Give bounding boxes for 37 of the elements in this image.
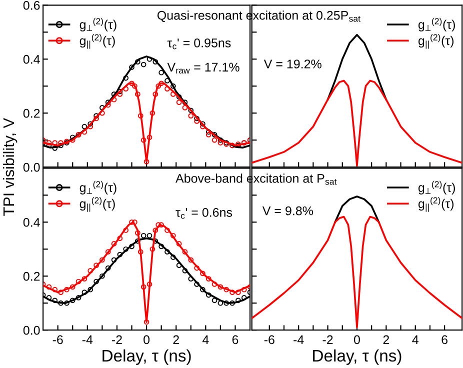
x-tick-label: 2 <box>383 335 390 344</box>
x-tick-label: -6 <box>264 335 274 344</box>
annotation: τ$_{c}$' = 0.6ns <box>176 208 232 219</box>
x-tick-label: -4 <box>82 335 93 344</box>
x-tick-label: 0 <box>354 335 360 344</box>
y-tick-label: 0.0 <box>23 326 40 335</box>
x-tick-label: 6 <box>442 335 448 344</box>
y-tick-label: 0.2 <box>23 108 40 118</box>
y-tick-label: 0.6 <box>23 0 40 10</box>
x-tick-label: -4 <box>294 335 304 344</box>
annotation: V$_{raw}$ = 17.1% <box>167 62 240 74</box>
y-tick-label: 0.4 <box>23 54 40 64</box>
annotation: V = 19.2% <box>264 60 322 68</box>
x-tick-label: -6 <box>52 335 63 344</box>
legend-label: g$_{⊥}$$^{(2)}$(τ) <box>418 18 455 32</box>
x-tick-label: 2 <box>173 335 179 344</box>
annotation: τ$_{c}$' = 0.95ns <box>167 38 231 50</box>
x-tick-label: 0 <box>144 335 150 344</box>
x-tick-label: 4 <box>412 335 418 344</box>
legend-label: g$_{||}$$^{(2)}$(τ) <box>80 34 115 49</box>
x-axis-title: Delay, τ (ns) <box>313 349 402 365</box>
legend-label: g$_{⊥}$$^{(2)}$(τ) <box>80 18 116 32</box>
x-axis-title: Delay, τ (ns) <box>102 349 191 365</box>
legend-label: g$_{⊥}$$^{(2)}$(τ) <box>418 180 455 194</box>
y-tick-label: 0.4 <box>23 218 40 227</box>
x-tick-label: 6 <box>232 335 238 344</box>
x-tick-label: 4 <box>202 335 209 344</box>
x-tick-label: -2 <box>112 335 122 344</box>
y-tick-label: 0.0 <box>23 162 40 172</box>
legend-label: g$_{||}$$^{(2)}$(τ) <box>418 197 454 212</box>
y-axis-title: TPI visibility, V <box>2 118 18 216</box>
legend-label: g$_{||}$$^{(2)}$(τ) <box>418 34 454 49</box>
legend-label: g$_{||}$$^{(2)}$(τ) <box>80 197 115 212</box>
x-tick-label: -2 <box>322 335 333 344</box>
annotation: V = 9.8% <box>262 206 314 216</box>
legend-label: g$_{⊥}$$^{(2)}$(τ) <box>80 180 116 194</box>
y-tick-label: 0.2 <box>23 272 40 281</box>
